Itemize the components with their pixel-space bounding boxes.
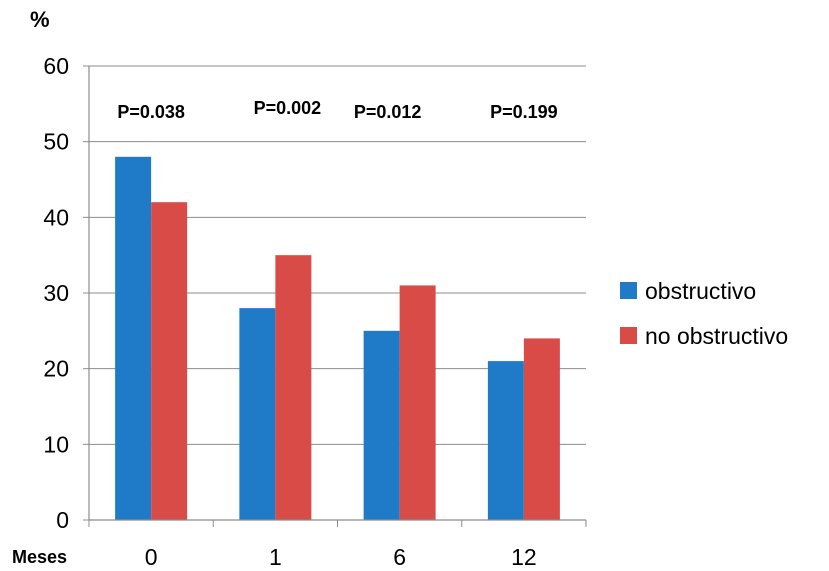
p-value-label: P=0.199: [490, 102, 558, 122]
p-value-label: P=0.012: [354, 102, 422, 122]
y-tick-label: 30: [43, 280, 69, 306]
bar-no-obstructivo-12: [523, 338, 560, 520]
x-tick-labels: 0 1 6 12: [145, 544, 537, 570]
legend-label-obstructivo: obstructivo: [645, 278, 756, 304]
legend-swatch-obstructivo: [620, 282, 637, 299]
x-tick-label: 6: [393, 544, 406, 570]
legend: obstructivo no obstructivo: [620, 278, 788, 349]
legend-label-no-obstructivo: no obstructivo: [645, 323, 788, 349]
y-tick-label: 0: [56, 507, 69, 533]
p-value-annotations: P=0.038 P=0.002 P=0.012 P=0.199: [117, 98, 557, 122]
x-axis-label: Meses: [12, 547, 67, 567]
y-tick-label: 40: [43, 204, 69, 230]
bar-obstructivo-6: [363, 330, 400, 520]
x-tick-label: 0: [145, 544, 158, 570]
y-tick-label: 10: [43, 431, 69, 457]
x-tick-label: 12: [511, 544, 537, 570]
p-value-label: P=0.038: [117, 102, 185, 122]
bar-no-obstructivo-0: [151, 202, 188, 520]
x-tick-label: 1: [269, 544, 282, 570]
axes: [88, 66, 586, 521]
y-tick-labels: 0 10 20 30 40 50 60: [43, 53, 69, 533]
bar-no-obstructivo-1: [275, 255, 312, 520]
bar-obstructivo-1: [239, 308, 276, 520]
bar-no-obstructivo-6: [399, 285, 436, 520]
y-tick-label: 20: [43, 356, 69, 382]
y-tick-label: 50: [43, 129, 69, 155]
y-axis-label: %: [30, 7, 50, 32]
legend-swatch-no-obstructivo: [620, 327, 637, 344]
p-value-label: P=0.002: [254, 98, 322, 118]
y-tick-label: 60: [43, 53, 69, 79]
bar-obstructivo-12: [487, 361, 524, 520]
bar-obstructivo-0: [115, 156, 152, 521]
bars: [115, 156, 560, 521]
